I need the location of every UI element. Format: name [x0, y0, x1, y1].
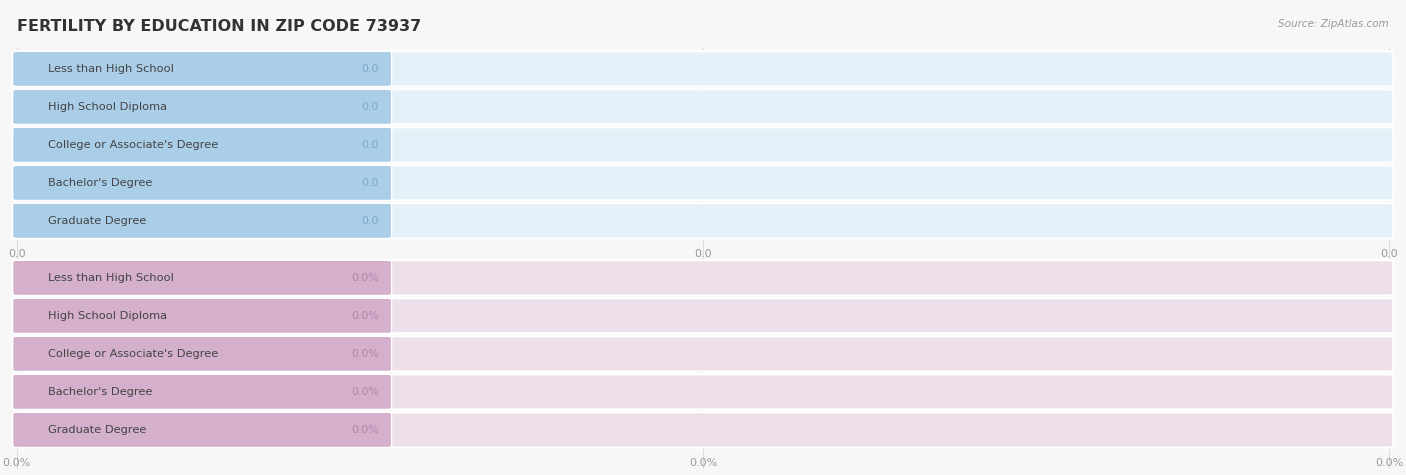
Text: Source: ZipAtlas.com: Source: ZipAtlas.com	[1278, 19, 1389, 29]
FancyBboxPatch shape	[13, 89, 1393, 124]
Text: 0.0%: 0.0%	[1375, 458, 1403, 468]
Text: 0.0: 0.0	[361, 102, 380, 112]
Text: 0.0: 0.0	[361, 140, 380, 150]
Text: 0.0%: 0.0%	[352, 349, 380, 359]
FancyBboxPatch shape	[13, 374, 392, 409]
FancyBboxPatch shape	[13, 260, 1393, 295]
Text: 0.0%: 0.0%	[689, 458, 717, 468]
FancyBboxPatch shape	[13, 203, 392, 238]
FancyBboxPatch shape	[13, 298, 1393, 333]
Text: 0.0: 0.0	[361, 178, 380, 188]
Text: 0.0: 0.0	[8, 249, 25, 259]
Text: 0.0: 0.0	[361, 216, 380, 226]
Text: Graduate Degree: Graduate Degree	[48, 216, 146, 226]
Text: Graduate Degree: Graduate Degree	[48, 425, 146, 435]
FancyBboxPatch shape	[13, 203, 1393, 238]
Text: 0.0%: 0.0%	[352, 311, 380, 321]
FancyBboxPatch shape	[13, 336, 1393, 371]
FancyBboxPatch shape	[13, 51, 392, 86]
FancyBboxPatch shape	[13, 412, 1393, 447]
Text: FERTILITY BY EDUCATION IN ZIP CODE 73937: FERTILITY BY EDUCATION IN ZIP CODE 73937	[17, 19, 422, 34]
Text: 0.0%: 0.0%	[352, 387, 380, 397]
FancyBboxPatch shape	[13, 127, 392, 162]
FancyBboxPatch shape	[13, 51, 1393, 86]
Text: 0.0%: 0.0%	[352, 273, 380, 283]
FancyBboxPatch shape	[13, 89, 392, 124]
Text: Bachelor's Degree: Bachelor's Degree	[48, 387, 152, 397]
Text: High School Diploma: High School Diploma	[48, 102, 167, 112]
FancyBboxPatch shape	[13, 336, 392, 371]
FancyBboxPatch shape	[13, 412, 392, 447]
Text: 0.0%: 0.0%	[352, 425, 380, 435]
FancyBboxPatch shape	[13, 165, 392, 200]
Text: 0.0%: 0.0%	[3, 458, 31, 468]
Text: 0.0: 0.0	[695, 249, 711, 259]
FancyBboxPatch shape	[13, 165, 1393, 200]
FancyBboxPatch shape	[13, 127, 1393, 162]
Text: Bachelor's Degree: Bachelor's Degree	[48, 178, 152, 188]
Text: College or Associate's Degree: College or Associate's Degree	[48, 140, 218, 150]
Text: 0.0: 0.0	[361, 64, 380, 74]
Text: Less than High School: Less than High School	[48, 64, 174, 74]
Text: High School Diploma: High School Diploma	[48, 311, 167, 321]
FancyBboxPatch shape	[13, 374, 1393, 409]
Text: 0.0: 0.0	[1381, 249, 1398, 259]
Text: Less than High School: Less than High School	[48, 273, 174, 283]
Text: College or Associate's Degree: College or Associate's Degree	[48, 349, 218, 359]
FancyBboxPatch shape	[13, 298, 392, 333]
FancyBboxPatch shape	[13, 260, 392, 295]
